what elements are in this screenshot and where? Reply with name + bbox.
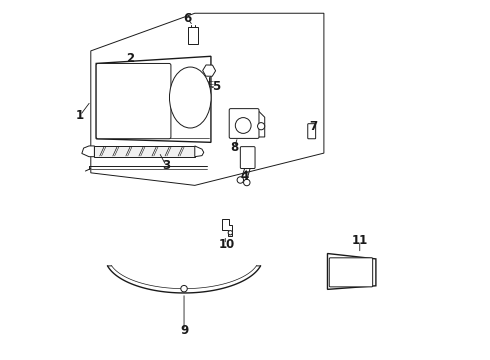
Text: 3: 3: [162, 159, 170, 172]
Text: 7: 7: [309, 120, 317, 133]
Polygon shape: [222, 220, 232, 235]
Polygon shape: [96, 56, 211, 142]
FancyBboxPatch shape: [329, 258, 373, 287]
Circle shape: [237, 177, 244, 183]
Polygon shape: [95, 146, 195, 157]
Polygon shape: [258, 110, 265, 137]
Polygon shape: [82, 146, 95, 157]
Circle shape: [228, 230, 232, 235]
Text: 2: 2: [126, 51, 134, 64]
Circle shape: [235, 118, 251, 134]
Circle shape: [244, 179, 250, 186]
Text: 4: 4: [241, 170, 249, 183]
Text: 9: 9: [180, 324, 188, 337]
Text: 5: 5: [212, 80, 220, 93]
Text: 11: 11: [352, 234, 368, 247]
FancyBboxPatch shape: [308, 124, 316, 139]
Text: 6: 6: [183, 12, 192, 25]
FancyBboxPatch shape: [188, 27, 198, 44]
Text: 10: 10: [219, 238, 235, 251]
Polygon shape: [327, 253, 376, 289]
Text: 8: 8: [230, 141, 238, 154]
Text: 1: 1: [76, 109, 84, 122]
FancyBboxPatch shape: [240, 147, 255, 168]
FancyBboxPatch shape: [229, 109, 259, 138]
Circle shape: [181, 285, 187, 292]
Circle shape: [258, 123, 265, 130]
Ellipse shape: [170, 67, 211, 128]
Polygon shape: [195, 146, 204, 157]
FancyBboxPatch shape: [96, 63, 171, 139]
